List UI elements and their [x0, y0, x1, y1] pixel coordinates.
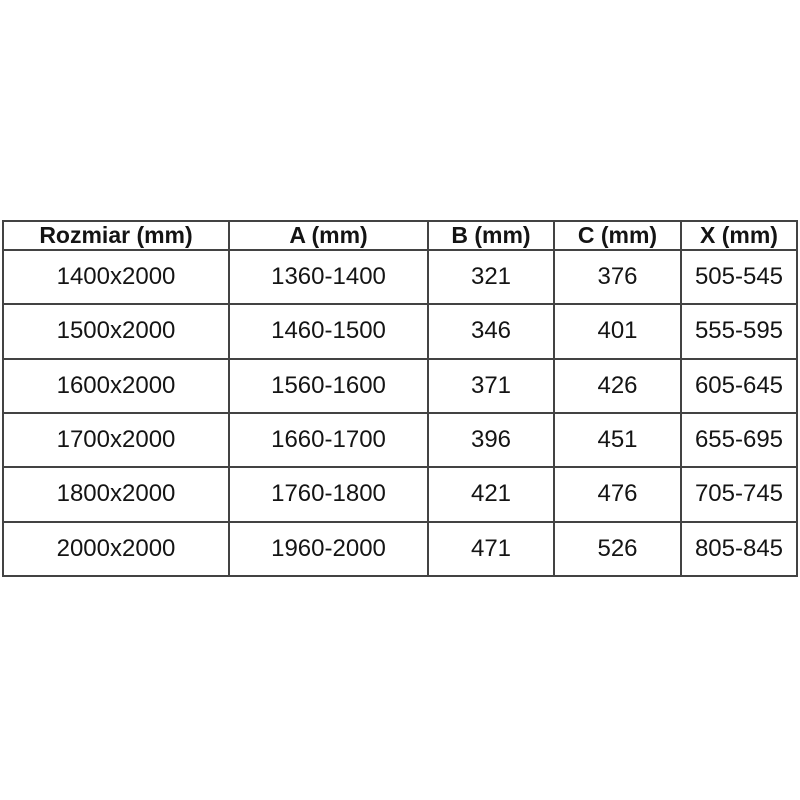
cell-rozmiar: 1500x2000: [2, 303, 230, 360]
cell-x: 555-595: [680, 303, 798, 360]
cell-c: 526: [553, 520, 682, 578]
cell-b: 421: [427, 466, 555, 523]
table-row: 1700x2000 1660-1700 396 451 655-695: [2, 411, 798, 469]
column-header-b: B (mm): [427, 220, 555, 251]
size-spec-table: Rozmiar (mm) A (mm) B (mm) C (mm) X (mm)…: [2, 220, 798, 578]
table-row: 2000x2000 1960-2000 471 526 805-845: [2, 520, 798, 578]
cell-rozmiar: 2000x2000: [2, 520, 230, 578]
table-row: 1400x2000 1360-1400 321 376 505-545: [2, 248, 798, 306]
cell-c: 451: [553, 411, 682, 469]
column-header-c: C (mm): [553, 220, 682, 251]
cell-a: 1460-1500: [228, 303, 429, 360]
cell-b: 471: [427, 520, 555, 578]
cell-b: 346: [427, 303, 555, 360]
table-row: 1500x2000 1460-1500 346 401 555-595: [2, 303, 798, 360]
cell-x: 705-745: [680, 466, 798, 523]
cell-rozmiar: 1600x2000: [2, 357, 230, 414]
cell-c: 426: [553, 357, 682, 414]
cell-x: 805-845: [680, 520, 798, 578]
cell-b: 396: [427, 411, 555, 469]
cell-x: 505-545: [680, 248, 798, 306]
column-header-rozmiar: Rozmiar (mm): [2, 220, 230, 251]
cell-a: 1960-2000: [228, 520, 429, 578]
table-row: 1600x2000 1560-1600 371 426 605-645: [2, 357, 798, 414]
table-row: 1800x2000 1760-1800 421 476 705-745: [2, 466, 798, 523]
cell-c: 376: [553, 248, 682, 306]
cell-b: 371: [427, 357, 555, 414]
cell-a: 1660-1700: [228, 411, 429, 469]
cell-c: 476: [553, 466, 682, 523]
column-header-a: A (mm): [228, 220, 429, 251]
cell-a: 1360-1400: [228, 248, 429, 306]
cell-rozmiar: 1400x2000: [2, 248, 230, 306]
cell-b: 321: [427, 248, 555, 306]
cell-a: 1560-1600: [228, 357, 429, 414]
cell-x: 655-695: [680, 411, 798, 469]
cell-a: 1760-1800: [228, 466, 429, 523]
header-row: Rozmiar (mm) A (mm) B (mm) C (mm) X (mm): [2, 220, 798, 251]
cell-c: 401: [553, 303, 682, 360]
cell-x: 605-645: [680, 357, 798, 414]
column-header-x: X (mm): [680, 220, 798, 251]
cell-rozmiar: 1800x2000: [2, 466, 230, 523]
cell-rozmiar: 1700x2000: [2, 411, 230, 469]
